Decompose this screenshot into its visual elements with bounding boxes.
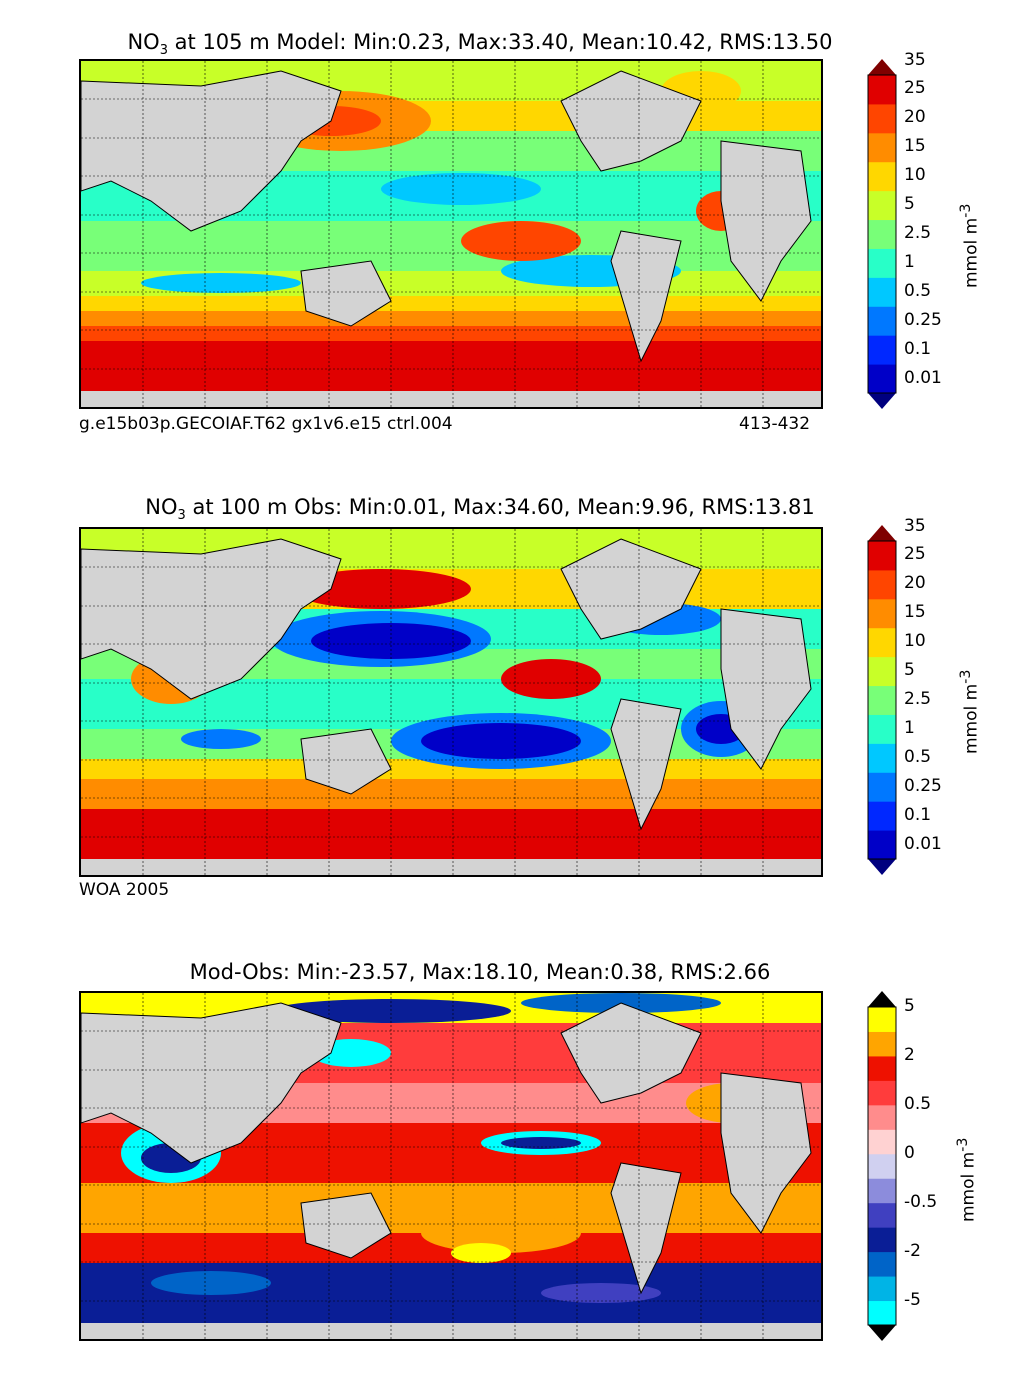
- diff-title: Mod-Obs: Min:-23.57, Max:18.10, Mean:0.3…: [189, 960, 771, 984]
- colorbar-segment: [868, 161, 896, 192]
- colorbar-segment: [868, 1178, 896, 1204]
- colorbar-tick-label: 0.01: [904, 833, 942, 854]
- colorbar-tick-label: 0.25: [904, 775, 942, 796]
- colorbar-segment: [868, 1202, 896, 1228]
- model-map: [79, 59, 823, 409]
- obs-map: [79, 527, 823, 877]
- colorbar-tick-label: 5: [904, 194, 915, 215]
- colorbar-segment: [868, 598, 896, 629]
- colorbar-tick-label: 2: [904, 1044, 915, 1065]
- colorbar-segment: [868, 277, 896, 307]
- colorbar-tick-label: 35: [904, 49, 926, 70]
- colorbar-extend-top: [868, 991, 896, 1007]
- obs-colorbar: [867, 525, 897, 875]
- obs-title: NO3 at 100 m Obs: Min:0.01, Max:34.60, M…: [145, 495, 815, 524]
- colorbar-tick-label: 5: [904, 996, 915, 1016]
- colorbar-segment: [868, 1104, 896, 1130]
- colorbar-segment: [868, 1251, 896, 1277]
- colorbar-segment: [868, 1007, 896, 1032]
- colorbar-segment: [868, 569, 896, 600]
- colorbar-segment: [868, 627, 896, 658]
- colorbar-tick-label: 20: [904, 107, 926, 128]
- colorbar-tick-label: 15: [904, 136, 926, 157]
- colorbar-tick-label: 25: [904, 78, 926, 99]
- model-title: NO3 at 105 m Model: Min:0.23, Max:33.40,…: [127, 30, 833, 59]
- colorbar-extend-bottom: [868, 393, 896, 409]
- colorbar-segment: [868, 190, 896, 221]
- colorbar-tick-label: 0.01: [904, 367, 942, 388]
- colorbar-tick-label: 0.25: [904, 309, 942, 330]
- colorbar-tick-label: 1: [904, 251, 915, 272]
- colorbar-tick-label: 0.1: [904, 804, 932, 825]
- colorbar-border: [867, 540, 897, 860]
- model-footer-right: 413-432: [739, 414, 811, 434]
- colorbar-tick-label: 5: [904, 660, 915, 681]
- diff-colorbar: [867, 991, 897, 1341]
- colorbar-tick-label: 0: [904, 1142, 915, 1163]
- colorbar-segment: [868, 541, 896, 571]
- colorbar-segment: [868, 1300, 896, 1326]
- colorbar-segment: [868, 1031, 896, 1057]
- colorbar-border: [867, 74, 897, 394]
- colorbar-segment: [868, 1080, 896, 1106]
- colorbar-segment: [868, 306, 896, 336]
- colorbar-tick-label: 10: [904, 631, 926, 652]
- obs-footer-left: WOA 2005: [79, 880, 170, 900]
- colorbar-segment: [868, 1129, 896, 1155]
- diff-colorbar-unit: mmol m-3: [955, 1137, 979, 1222]
- colorbar-tick-label: 20: [904, 573, 926, 594]
- colorbar-tick-label: 35: [904, 515, 926, 536]
- colorbar-segment: [868, 685, 896, 715]
- colorbar-extend-bottom: [868, 1325, 896, 1341]
- colorbar-tick-label: 0.5: [904, 280, 932, 301]
- colorbar-segment: [868, 219, 896, 249]
- model-colorbar-unit: mmol m-3: [958, 203, 982, 288]
- colorbar-tick-label: 0.1: [904, 338, 932, 359]
- colorbar-segment: [868, 335, 896, 365]
- colorbar-segment: [868, 1276, 896, 1302]
- colorbar-segment: [868, 656, 896, 687]
- colorbar-border: [867, 1006, 897, 1326]
- colorbar-tick-label: 0.5: [904, 1093, 932, 1114]
- colorbar-extend-top: [868, 59, 896, 75]
- colorbar-tick-label: -2: [904, 1240, 921, 1261]
- colorbar-segment: [868, 1055, 896, 1081]
- colorbar-tick-label: -5: [904, 1289, 921, 1310]
- colorbar-segment: [868, 1153, 896, 1179]
- colorbar-segment: [868, 743, 896, 773]
- colorbar-tick-label: 15: [904, 602, 926, 623]
- colorbar-segment: [868, 772, 896, 802]
- diff-map: [79, 991, 823, 1341]
- colorbar-extend-top: [868, 525, 896, 541]
- colorbar-segment: [868, 364, 896, 394]
- colorbar-segment: [868, 714, 896, 744]
- model-colorbar: [867, 59, 897, 409]
- colorbar-segment: [868, 801, 896, 831]
- colorbar-segment: [868, 830, 896, 860]
- colorbar-tick-label: 0.5: [904, 746, 932, 767]
- colorbar-tick-label: -0.5: [904, 1191, 938, 1212]
- colorbar-segment: [868, 75, 896, 105]
- colorbar-tick-label: 2.5: [904, 689, 932, 709]
- colorbar-tick-label: 25: [904, 544, 926, 565]
- colorbar-extend-bottom: [868, 859, 896, 875]
- colorbar-segment: [868, 132, 896, 163]
- colorbar-tick-label: 2.5: [904, 223, 932, 243]
- colorbar-segment: [868, 103, 896, 134]
- colorbar-segment: [868, 1227, 896, 1253]
- colorbar-segment: [868, 248, 896, 278]
- model-footer-left: g.e15b03p.GECOIAF.T62 gx1v6.e15 ctrl.004: [79, 414, 453, 434]
- obs-colorbar-unit: mmol m-3: [958, 669, 982, 754]
- colorbar-tick-label: 1: [904, 717, 915, 738]
- colorbar-tick-label: 10: [904, 165, 926, 186]
